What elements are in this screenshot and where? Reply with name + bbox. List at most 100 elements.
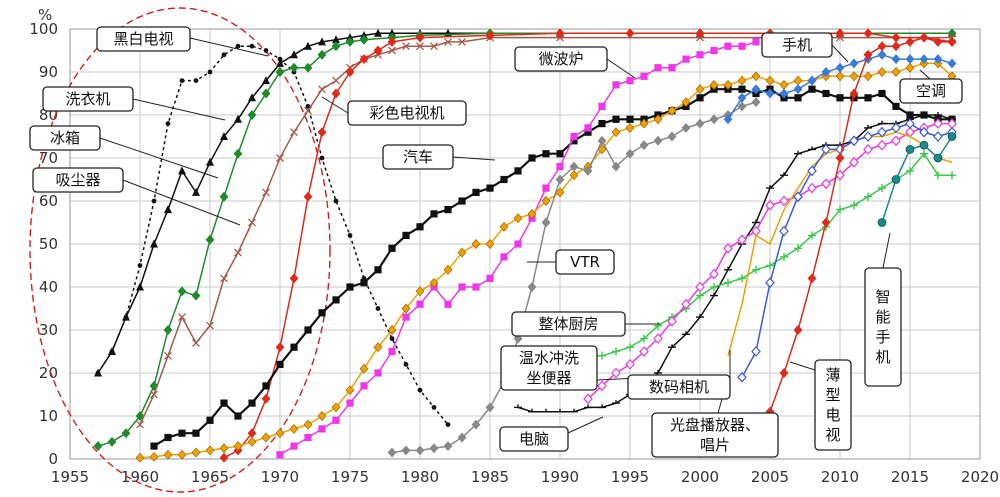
data-point bbox=[179, 78, 185, 83]
x-tick-label: 1995 bbox=[611, 468, 649, 486]
data-point bbox=[261, 432, 271, 443]
callout-box bbox=[96, 26, 191, 52]
data-point bbox=[639, 140, 649, 151]
callout-label: 数码相机 bbox=[649, 378, 709, 396]
data-point bbox=[724, 266, 732, 271]
callout-15: 薄型电视 bbox=[814, 359, 852, 451]
x-tick-label: 2015 bbox=[891, 468, 929, 486]
callout-box bbox=[514, 46, 608, 72]
data-point bbox=[220, 399, 228, 407]
data-point bbox=[345, 67, 355, 77]
data-point bbox=[304, 326, 312, 334]
data-point bbox=[360, 279, 368, 287]
data-point bbox=[696, 291, 704, 300]
data-point bbox=[486, 184, 494, 192]
data-point bbox=[332, 76, 340, 85]
callout-5: 汽车 bbox=[382, 144, 454, 170]
data-point bbox=[863, 143, 873, 155]
data-point bbox=[807, 182, 817, 194]
data-point bbox=[541, 196, 551, 206]
data-point bbox=[709, 79, 719, 90]
data-point bbox=[528, 408, 536, 413]
data-point bbox=[933, 118, 943, 130]
data-point bbox=[808, 85, 816, 93]
data-point bbox=[905, 36, 915, 47]
data-point bbox=[205, 445, 215, 456]
data-point bbox=[891, 32, 901, 43]
data-point bbox=[415, 32, 425, 43]
data-point bbox=[597, 380, 607, 392]
data-point bbox=[248, 399, 256, 407]
data-point bbox=[765, 277, 775, 289]
data-point bbox=[108, 347, 116, 355]
data-point bbox=[290, 128, 298, 137]
data-point bbox=[444, 37, 452, 46]
data-point bbox=[332, 35, 340, 44]
data-point bbox=[849, 71, 859, 82]
data-point bbox=[737, 101, 747, 112]
data-point bbox=[346, 399, 354, 407]
data-point bbox=[345, 36, 355, 47]
data-point bbox=[275, 342, 285, 353]
data-point bbox=[934, 171, 942, 180]
data-point bbox=[444, 206, 452, 214]
series-14 bbox=[737, 118, 957, 383]
data-point bbox=[401, 445, 411, 456]
callout-leader bbox=[321, 96, 349, 114]
data-point bbox=[737, 371, 747, 383]
data-point bbox=[681, 122, 691, 133]
data-point bbox=[807, 273, 817, 284]
data-point bbox=[933, 153, 943, 163]
data-point bbox=[779, 88, 789, 99]
data-point bbox=[891, 54, 901, 65]
data-point bbox=[541, 217, 551, 228]
data-point bbox=[387, 325, 397, 335]
data-point bbox=[668, 64, 676, 72]
y-tick-label: 40 bbox=[39, 278, 58, 296]
data-point bbox=[402, 42, 410, 51]
data-point bbox=[794, 244, 802, 253]
data-point bbox=[583, 393, 593, 405]
data-point bbox=[640, 334, 648, 343]
data-point bbox=[429, 277, 439, 288]
data-point bbox=[431, 405, 437, 410]
data-point bbox=[751, 97, 761, 108]
data-point bbox=[752, 219, 760, 224]
callout-box bbox=[651, 412, 779, 458]
axes: 1955 1960 1965 1970 1975 1980 1985 1990 1995 2000… bbox=[29, 20, 999, 486]
x-tick-label: 1960 bbox=[121, 468, 159, 486]
data-point bbox=[262, 382, 270, 390]
data-point bbox=[165, 121, 171, 126]
data-point bbox=[682, 55, 690, 63]
x-tick-label: 2005 bbox=[751, 468, 789, 486]
data-point bbox=[807, 165, 817, 177]
data-point bbox=[249, 43, 255, 49]
data-point bbox=[835, 28, 845, 39]
y-tick-label: 10 bbox=[39, 407, 58, 425]
data-point bbox=[416, 42, 424, 51]
data-point bbox=[445, 422, 451, 427]
data-point bbox=[93, 441, 103, 452]
data-point bbox=[333, 198, 339, 204]
data-point bbox=[612, 400, 620, 404]
series-8 bbox=[387, 97, 761, 458]
callout-label: 黑白电视 bbox=[113, 30, 173, 48]
data-point bbox=[695, 118, 705, 129]
data-point bbox=[878, 184, 886, 193]
data-point bbox=[332, 296, 340, 304]
data-point bbox=[499, 221, 509, 232]
data-point bbox=[667, 105, 677, 116]
data-point bbox=[835, 153, 845, 163]
data-point bbox=[919, 54, 929, 65]
data-point bbox=[219, 191, 229, 202]
data-point bbox=[388, 46, 396, 55]
data-point bbox=[905, 54, 915, 65]
data-point bbox=[415, 445, 425, 456]
data-point bbox=[402, 313, 410, 321]
data-point bbox=[471, 419, 481, 430]
data-point bbox=[695, 281, 705, 293]
data-point bbox=[891, 135, 901, 147]
callout-label: 彩色电视机 bbox=[369, 104, 444, 122]
y-tick-label: 20 bbox=[39, 364, 58, 382]
